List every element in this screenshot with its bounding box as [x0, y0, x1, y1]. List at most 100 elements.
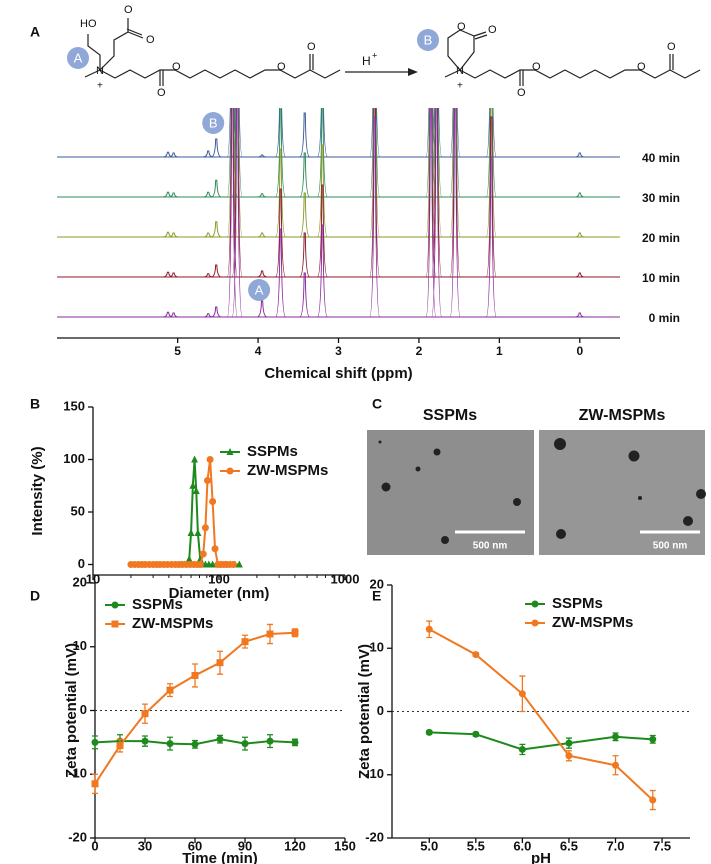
atom: +: [457, 81, 463, 92]
scale-bar-label: 500 nm: [653, 541, 688, 552]
annotation-circle: [248, 279, 271, 301]
peak: [275, 108, 287, 198]
marker: [565, 739, 573, 747]
atom: O: [124, 4, 133, 16]
marker: [518, 690, 526, 698]
marker: [229, 561, 237, 568]
peak: [316, 224, 328, 318]
marker: [166, 740, 174, 748]
y-tick-label: -20: [68, 829, 87, 844]
y-tick-label: 0: [80, 702, 87, 717]
marker: [241, 740, 249, 748]
y-tick-label: 10: [370, 640, 384, 655]
peak: [574, 312, 585, 318]
marker: [206, 456, 214, 463]
marker: [235, 560, 243, 568]
marker: [531, 619, 539, 627]
marker: [472, 651, 480, 659]
peak: [168, 152, 179, 158]
marker: [116, 742, 124, 750]
peak: [449, 108, 461, 158]
y-tick-label: 0: [377, 703, 384, 718]
atom: O: [517, 87, 526, 99]
marker: [226, 448, 234, 455]
peak: [485, 156, 497, 318]
peak: [211, 306, 222, 318]
annotation-label: B: [209, 115, 218, 130]
legend-label: ZW-MSPMs: [132, 615, 213, 632]
atom: O: [277, 61, 286, 73]
peak: [275, 148, 287, 238]
x-tick-label: 150: [334, 838, 356, 853]
marker: [141, 737, 149, 745]
peak: [299, 192, 311, 238]
marker: [91, 780, 99, 788]
marker: [226, 467, 234, 475]
scale-bar-label: 500 nm: [473, 541, 508, 552]
marker: [192, 487, 200, 494]
peak: [256, 300, 268, 318]
atom: +: [97, 81, 103, 92]
marker: [649, 796, 657, 804]
peak: [431, 108, 443, 238]
peak: [168, 192, 179, 198]
peak: [431, 108, 443, 158]
peak: [369, 108, 381, 198]
peak: [574, 272, 585, 278]
marker-circle: [417, 29, 439, 51]
peak: [168, 232, 179, 238]
series-line: [429, 731, 653, 751]
peak: [369, 108, 381, 238]
y-tick-label: 0: [78, 556, 85, 571]
image-title: SSPMs: [423, 407, 477, 424]
x-tick-label: 5.0: [420, 838, 438, 853]
panel-label: C: [372, 396, 382, 412]
x-tick-label: 0: [91, 838, 98, 853]
x-tick-label: 60: [188, 838, 202, 853]
x-tick-label: 5: [174, 344, 181, 358]
panel-label: E: [372, 588, 381, 604]
panel-label: A: [30, 24, 40, 40]
marker: [196, 561, 204, 568]
peak: [574, 152, 585, 158]
x-axis-title: Chemical shift (ppm): [264, 365, 412, 382]
marker: [291, 629, 299, 637]
image-title: ZW-MSPMs: [579, 407, 666, 424]
atom: O: [146, 34, 155, 46]
x-tick-label: 2: [416, 344, 423, 358]
peak: [203, 313, 214, 318]
peak: [369, 108, 381, 158]
y-tick-label: 100: [63, 451, 85, 466]
peak: [431, 108, 443, 318]
marker: [187, 529, 195, 536]
peak: [299, 272, 311, 318]
marker: [241, 638, 249, 646]
peak: [449, 108, 461, 198]
atom: O: [667, 41, 676, 53]
marker: [189, 481, 197, 489]
peak: [299, 112, 311, 158]
x-tick-label: 6.0: [513, 838, 531, 853]
legend-label: SSPMs: [132, 596, 183, 613]
legend-label: ZW-MSPMs: [247, 462, 328, 479]
panel-label: D: [30, 588, 40, 604]
marker: [91, 738, 99, 746]
peak: [257, 193, 268, 198]
marker: [649, 735, 657, 743]
series-label: 40 min: [642, 151, 680, 165]
y-axis-title: Intensity (%): [29, 446, 46, 535]
marker: [266, 630, 274, 638]
peak: [299, 152, 311, 198]
peak: [211, 179, 222, 198]
peak: [485, 116, 497, 278]
x-tick-label: 5.5: [467, 838, 485, 853]
panel-label: B: [30, 396, 40, 412]
atom: HO: [80, 18, 97, 30]
peak: [449, 108, 461, 238]
y-tick-label: 150: [63, 398, 85, 413]
atom: O: [172, 61, 181, 73]
peak: [431, 108, 443, 278]
spectra: [57, 108, 620, 318]
x-tick-label: 6.5: [560, 838, 578, 853]
series-label: 0 min: [649, 311, 680, 325]
